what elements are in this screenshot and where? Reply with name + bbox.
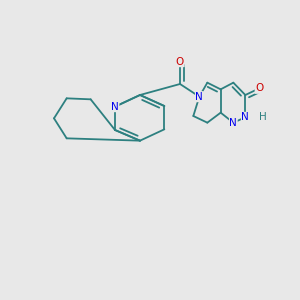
Text: O: O (176, 57, 184, 67)
Text: N: N (230, 118, 237, 128)
Text: O: O (255, 83, 263, 93)
Text: N: N (111, 102, 119, 112)
Text: H: H (260, 112, 267, 122)
Text: N: N (196, 92, 203, 102)
Text: N: N (242, 112, 249, 122)
